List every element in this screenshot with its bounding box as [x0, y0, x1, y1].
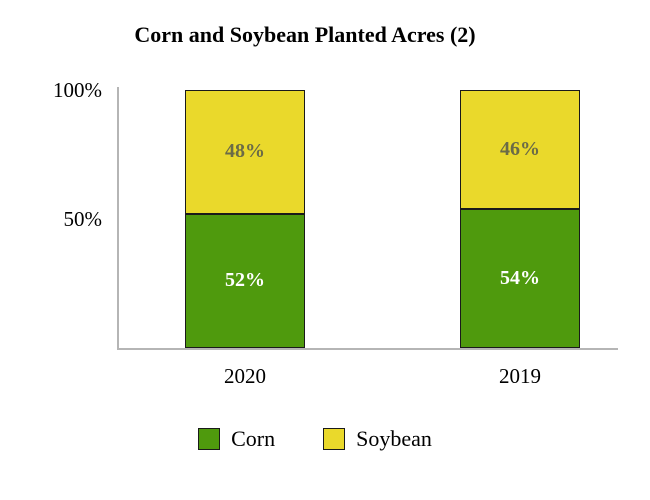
segment-value-label: 52% — [225, 269, 265, 292]
legend-item-soybean: Soybean — [323, 426, 432, 452]
segment-soybean-2020: 48% — [185, 90, 305, 214]
segment-soybean-2019: 46% — [460, 90, 580, 209]
x-axis-label-2020: 2020 — [224, 364, 266, 388]
legend-label-corn: Corn — [231, 426, 276, 451]
legend-swatch-soybean — [323, 428, 346, 450]
segment-corn-2019: 54% — [460, 208, 580, 348]
segment-corn-2020: 52% — [185, 213, 305, 348]
y-axis-tick-50: 50% — [63, 207, 103, 231]
bar-2020: 52% 48% — [185, 90, 305, 348]
legend-swatch-corn — [198, 428, 221, 450]
chart-title: Corn and Soybean Planted Acres (2) — [134, 22, 476, 47]
bar-2019: 54% 46% — [460, 90, 580, 348]
y-axis-tick-100: 100% — [53, 78, 102, 102]
x-axis-label-2019: 2019 — [499, 364, 541, 388]
plot-area: 52% 48% 54% 46% — [117, 87, 618, 350]
x-axis-line — [117, 348, 618, 350]
segment-value-label: 46% — [500, 137, 540, 160]
segment-value-label: 48% — [225, 140, 265, 163]
legend: Corn Soybean — [0, 426, 630, 452]
y-axis-line — [117, 87, 119, 350]
segment-value-label: 54% — [500, 266, 540, 289]
legend-item-corn: Corn — [198, 426, 275, 452]
legend-label-soybean: Soybean — [356, 426, 432, 451]
